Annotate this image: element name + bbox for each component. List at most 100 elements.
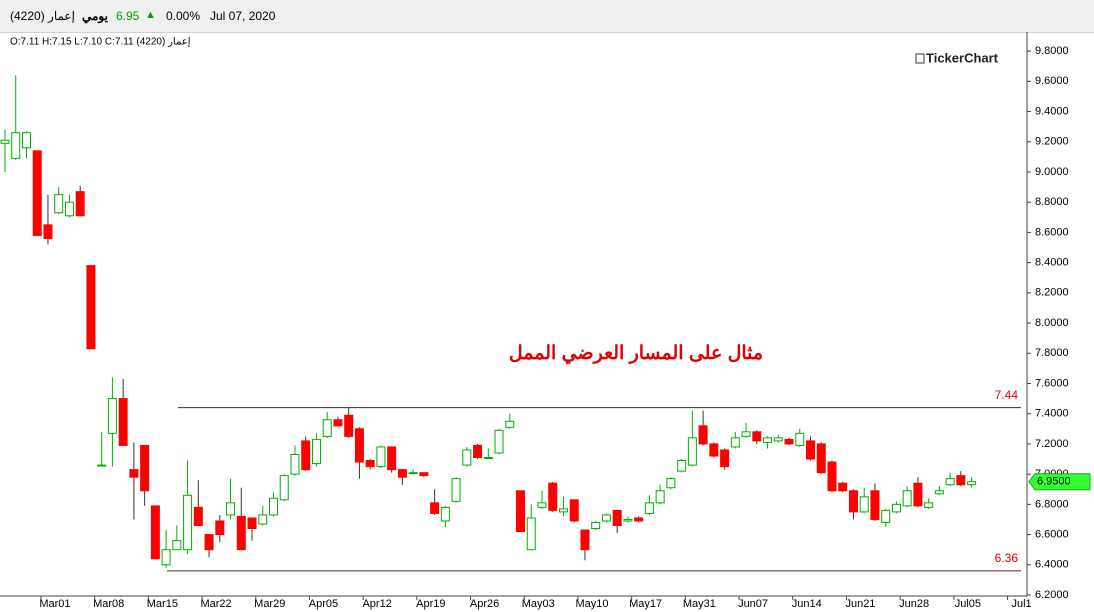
- candle-body: [354, 428, 364, 463]
- candle-body: [773, 437, 783, 442]
- y-tick-label: 8.4000: [1035, 257, 1069, 269]
- candle-body: [451, 478, 461, 502]
- candle-body: [430, 502, 440, 514]
- candle-body: [934, 490, 944, 495]
- line-label: 6.36: [995, 551, 1019, 565]
- candle-body: [956, 475, 966, 486]
- x-tick-label: Jul1: [1011, 598, 1031, 610]
- x-tick-label: Apr19: [416, 598, 445, 610]
- y-tick-label: 8.0000: [1035, 317, 1069, 329]
- candle-body: [269, 497, 278, 516]
- candle-body: [924, 502, 934, 508]
- candle-body: [795, 432, 805, 446]
- x-tick-label: Mar08: [93, 598, 124, 610]
- y-tick-label: 9.6000: [1035, 75, 1069, 87]
- x-tick-label: May31: [683, 598, 716, 610]
- change: 0.00%: [166, 9, 201, 23]
- candle-body: [623, 518, 633, 522]
- candle-body: [859, 496, 869, 513]
- ohlc-legend: إعمار (4220) O:7.11 H:7.15 L:7.10 C:7.11: [10, 37, 191, 48]
- candle-body: [440, 506, 450, 522]
- x-tick-label: May10: [575, 598, 608, 610]
- x-tick-label: Apr26: [470, 598, 499, 610]
- y-tick-label: 9.0000: [1035, 166, 1069, 178]
- candle-body: [569, 499, 579, 522]
- candle-body: [473, 444, 483, 459]
- y-tick-label: 6.6000: [1035, 528, 1069, 540]
- y-tick-label: 9.4000: [1035, 105, 1069, 117]
- x-tick-label: Jun21: [845, 598, 875, 610]
- candle-body: [591, 521, 601, 530]
- candle-body: [301, 440, 311, 471]
- candle-body: [279, 475, 289, 501]
- y-tick-label: 6.2000: [1035, 589, 1069, 601]
- candle-body: [505, 420, 515, 428]
- candle-body: [730, 437, 740, 448]
- candle-body: [848, 490, 858, 513]
- x-tick-label: Jun07: [738, 598, 768, 610]
- candle-body: [54, 194, 64, 214]
- candle-body: [698, 425, 708, 445]
- candle-body: [86, 265, 96, 350]
- candle-body: [11, 132, 21, 159]
- candle-body: [21, 132, 31, 149]
- candle-body: [763, 437, 773, 443]
- brand: TickerChart: [926, 50, 999, 65]
- candle-body: [537, 502, 547, 508]
- x-tick-label: Mar01: [39, 598, 70, 610]
- candle-body: [644, 502, 654, 514]
- candle-body: [107, 398, 117, 434]
- candle-body: [204, 534, 214, 551]
- up-arrow: ▲: [145, 9, 156, 21]
- candle-body: [43, 224, 53, 239]
- candle-body: [344, 414, 354, 437]
- x-tick-label: Mar22: [200, 598, 231, 610]
- y-tick-label: 7.8000: [1035, 347, 1069, 359]
- candle-body: [333, 419, 343, 427]
- candle-body: [226, 502, 236, 516]
- candle-body: [827, 461, 837, 492]
- date: Jul 07, 2020: [210, 9, 276, 23]
- candle-body: [32, 150, 42, 236]
- y-tick-label: 8.8000: [1035, 196, 1069, 208]
- candle-body: [967, 481, 977, 486]
- candle-body: [397, 469, 407, 478]
- y-tick-label: 8.2000: [1035, 287, 1069, 299]
- candle-body: [193, 506, 203, 527]
- x-tick-label: Jul05: [955, 598, 981, 610]
- candle-body: [612, 509, 622, 527]
- last-price-tag: [1028, 473, 1091, 491]
- candle-body: [655, 490, 665, 504]
- candle-body: [161, 549, 171, 566]
- y-tick-label: 6.4000: [1035, 559, 1069, 571]
- candle-body: [634, 517, 644, 522]
- line-label: 7.44: [995, 388, 1019, 402]
- candle-body: [376, 446, 386, 468]
- candle-body: [677, 460, 687, 472]
- candle-body: [752, 431, 762, 442]
- x-tick-label: Mar15: [147, 598, 178, 610]
- candle-body: [290, 453, 300, 475]
- candle-body: [720, 449, 730, 468]
- candle-body: [322, 419, 332, 437]
- candle-body: [870, 490, 880, 520]
- candle-body: [666, 478, 676, 489]
- candle-body: [483, 457, 493, 460]
- candle-body: [945, 478, 955, 486]
- candle-body: [183, 494, 193, 551]
- candle-body: [902, 490, 912, 507]
- candle-body: [784, 438, 794, 445]
- symbol: إعمار (4220): [10, 9, 75, 23]
- candle-body: [816, 443, 826, 474]
- candle-body: [150, 505, 160, 560]
- candle-body: [97, 464, 107, 467]
- x-tick-label: Apr12: [362, 598, 391, 610]
- y-tick-label: 7.2000: [1035, 438, 1069, 450]
- x-tick-label: May17: [629, 598, 662, 610]
- x-tick-label: Mar29: [254, 598, 285, 610]
- period[interactable]: يومي: [82, 9, 108, 23]
- candle-body: [891, 503, 901, 513]
- candle-body: [236, 515, 246, 551]
- candle-body: [64, 201, 74, 217]
